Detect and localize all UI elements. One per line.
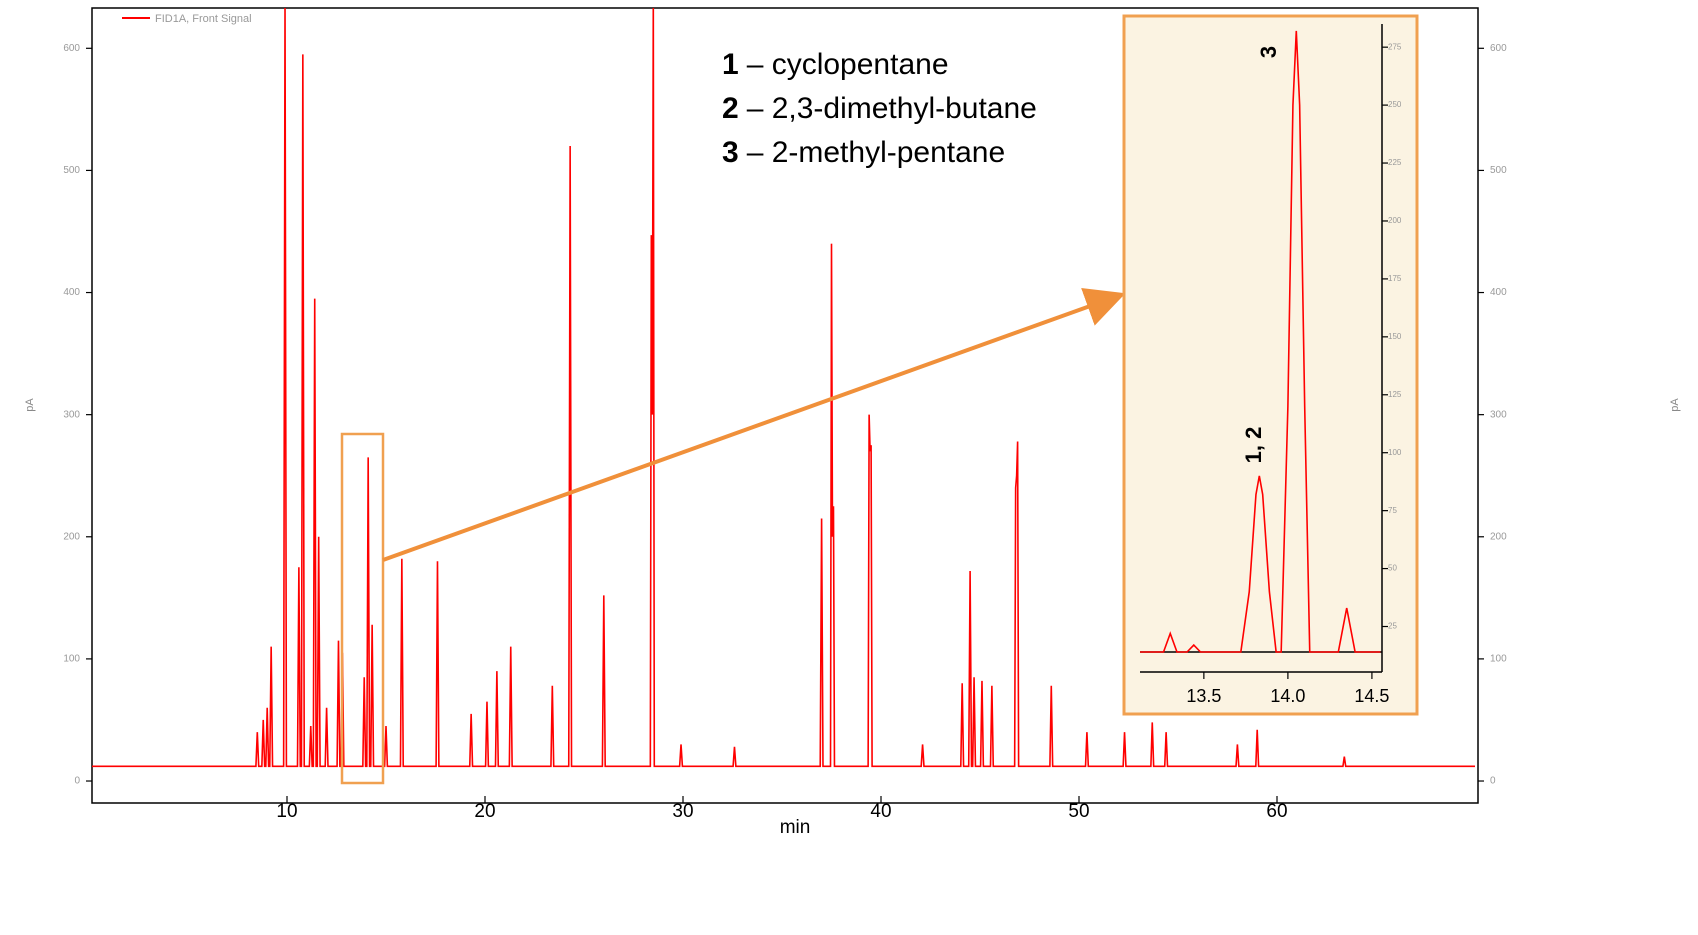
annotation: 3 <box>1256 46 1281 58</box>
y-tick-label: 125 <box>1388 390 1402 399</box>
plot-frame <box>91 7 1479 804</box>
compound-number: 3 <box>722 136 739 169</box>
y-tick-label: 600 <box>1490 43 1507 54</box>
y-tick-label: 150 <box>1388 332 1402 341</box>
x-tick-label: 60 <box>1266 801 1287 822</box>
y-tick-label: 300 <box>63 409 80 420</box>
compound-label: 1– cyclopentane <box>722 48 949 81</box>
x-tick-label: 30 <box>672 801 693 822</box>
zoom-region <box>340 432 385 785</box>
y-tick-label: 250 <box>1388 100 1402 109</box>
y-tick-label: 0 <box>1490 776 1496 787</box>
x-tick-label: 14.5 <box>1354 686 1389 706</box>
compound-label: 3– 2-methyl-pentane <box>722 136 1005 169</box>
y-tick-label: 100 <box>1490 654 1507 665</box>
y-tick-label: 75 <box>1388 506 1397 515</box>
signal-line <box>1140 30 1381 653</box>
x-tick-label: 14.0 <box>1270 686 1305 706</box>
compound-name: – 2-methyl-pentane <box>747 136 1006 169</box>
x-tick-label: 50 <box>1068 801 1089 822</box>
y-tick-label: 400 <box>63 287 80 298</box>
y-tick-label: 50 <box>1388 564 1397 573</box>
x-tick-label: 40 <box>870 801 891 822</box>
y-tick-label: 300 <box>1490 409 1507 420</box>
y-axis-label-right: pA <box>1669 398 1681 412</box>
inset-panel <box>1122 14 1419 716</box>
annotation: 1, 2 <box>1241 427 1266 464</box>
y-tick-label: 600 <box>63 43 80 54</box>
y-tick-label: 100 <box>63 654 80 665</box>
y-axis-label: pA <box>24 398 36 412</box>
y-tick-label: 25 <box>1388 622 1397 631</box>
y-tick-label: 275 <box>1388 42 1402 51</box>
y-tick-label: 400 <box>1490 287 1507 298</box>
x-tick-label: 13.5 <box>1186 686 1221 706</box>
y-tick-label: 225 <box>1388 158 1402 167</box>
compound-number: 2 <box>722 92 739 125</box>
y-tick-label: 200 <box>1388 216 1402 225</box>
compound-number: 1 <box>722 48 739 81</box>
y-tick-label: 200 <box>1490 531 1507 542</box>
zoom-arrow <box>382 287 1126 562</box>
legend-label: FID1A, Front Signal <box>155 13 252 25</box>
y-tick-label: 500 <box>63 165 80 176</box>
y-tick-label: 175 <box>1388 274 1402 283</box>
y-tick-label: 0 <box>74 776 80 787</box>
y-tick-label: 100 <box>1388 448 1402 457</box>
x-tick-label: 10 <box>276 801 297 822</box>
compound-name: – cyclopentane <box>747 48 949 81</box>
compound-name: – 2,3-dimethyl-butane <box>747 92 1037 125</box>
x-tick-label: 20 <box>474 801 495 822</box>
compound-label: 2– 2,3-dimethyl-butane <box>722 92 1037 125</box>
signal-line <box>92 8 1475 768</box>
y-tick-label: 500 <box>1490 165 1507 176</box>
y-tick-label: 200 <box>63 531 80 542</box>
x-axis-label: min <box>780 817 811 838</box>
